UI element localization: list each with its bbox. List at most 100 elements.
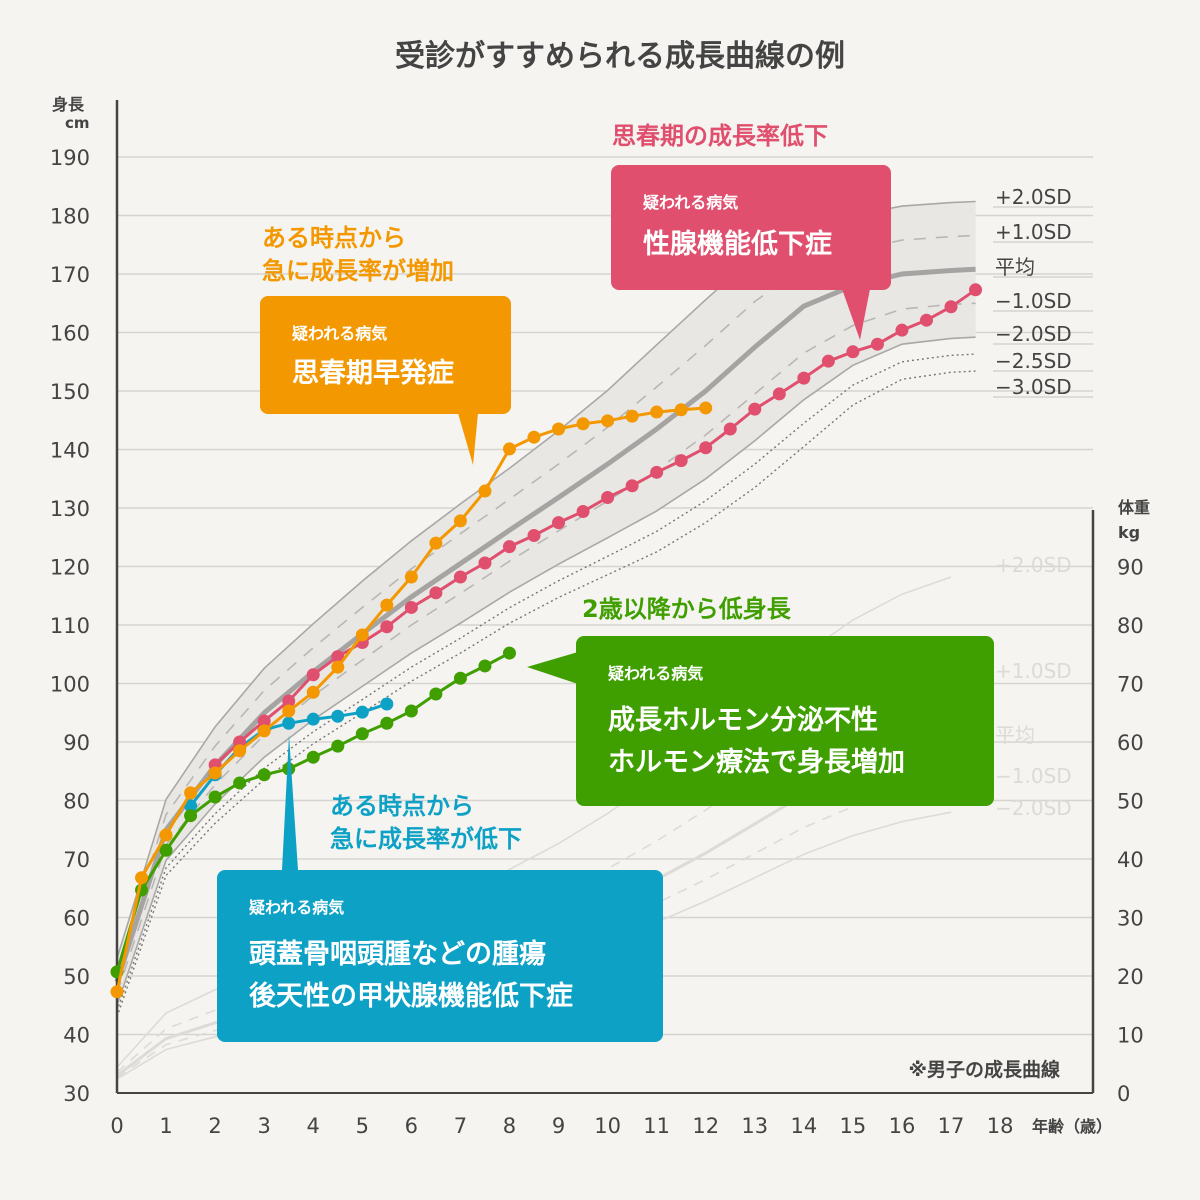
data-point bbox=[331, 650, 345, 664]
data-point bbox=[625, 479, 639, 493]
callout-label: 疑われる病気 bbox=[292, 324, 387, 343]
y-tick-label: 160 bbox=[50, 322, 90, 346]
callout-tail bbox=[458, 413, 478, 465]
x-tick-label: 10 bbox=[594, 1114, 621, 1138]
data-series bbox=[110, 283, 983, 999]
data-point bbox=[502, 442, 516, 456]
data-point bbox=[453, 570, 467, 584]
data-point bbox=[453, 671, 467, 685]
y2-tick-label: 90 bbox=[1117, 556, 1144, 580]
y2-axis-unit: kg bbox=[1118, 523, 1140, 542]
data-point bbox=[821, 354, 835, 368]
data-point bbox=[478, 659, 492, 673]
data-point bbox=[797, 371, 811, 385]
y-tick-label: 30 bbox=[63, 1082, 90, 1106]
callout-tail bbox=[527, 652, 578, 684]
data-point bbox=[404, 570, 418, 584]
data-point bbox=[429, 536, 443, 550]
x-tick-label: 15 bbox=[840, 1114, 867, 1138]
data-point bbox=[748, 402, 762, 416]
x-tick-label: 18 bbox=[987, 1114, 1014, 1138]
data-point bbox=[159, 843, 173, 857]
data-point bbox=[257, 768, 271, 782]
y2-tick-label: 50 bbox=[1117, 790, 1144, 814]
data-point bbox=[478, 556, 492, 570]
callout-disease: 成長ホルモン分泌不性 bbox=[608, 705, 878, 736]
weight-sd-label: 平均 bbox=[995, 723, 1035, 747]
y-axis-label: 身長 bbox=[52, 95, 85, 114]
data-point bbox=[478, 484, 492, 498]
annotation-heading: ある時点から bbox=[330, 792, 474, 820]
data-point bbox=[772, 387, 786, 401]
x-tick-label: 7 bbox=[454, 1114, 467, 1138]
callout-box bbox=[217, 870, 663, 1042]
callouts: ある時点から急に成長率が増加疑われる病気思春期早発症思春期の成長率低下疑われる病… bbox=[217, 122, 994, 1042]
data-point bbox=[502, 646, 516, 660]
height-sd-label: +2.0SD bbox=[995, 185, 1072, 209]
data-point bbox=[208, 790, 222, 804]
weight-sd-label: +2.0SD bbox=[995, 553, 1072, 577]
x-tick-label: 13 bbox=[741, 1114, 768, 1138]
data-point bbox=[110, 985, 124, 999]
y-tick-label: 60 bbox=[63, 907, 90, 931]
data-point bbox=[969, 283, 983, 297]
data-point bbox=[282, 694, 296, 708]
data-point bbox=[380, 716, 394, 730]
data-point bbox=[846, 345, 860, 359]
sd-band bbox=[117, 201, 976, 1006]
data-point bbox=[331, 709, 345, 723]
height-curve bbox=[116, 302, 976, 994]
y-tick-label: 130 bbox=[50, 497, 90, 521]
chart-note: ※男子の成長曲線 bbox=[909, 1058, 1060, 1081]
callout-disease: 後天性の甲状腺機能低下症 bbox=[249, 980, 573, 1012]
callout-label: 疑われる病気 bbox=[608, 664, 703, 683]
data-point bbox=[380, 697, 394, 711]
data-point bbox=[282, 704, 296, 718]
data-point bbox=[552, 516, 566, 530]
callout-tail bbox=[282, 735, 298, 870]
callout-disease: ホルモン療法で身長増加 bbox=[608, 746, 905, 778]
data-point bbox=[159, 828, 173, 842]
callout-disease: 頭蓋骨咽頭腫などの腫瘍 bbox=[249, 938, 546, 970]
axes: 3040506070809010011012013014015016017018… bbox=[50, 95, 1150, 1138]
data-point bbox=[380, 620, 394, 634]
data-point bbox=[895, 323, 909, 337]
data-point bbox=[723, 422, 737, 436]
callout-box bbox=[576, 636, 994, 806]
y-tick-label: 70 bbox=[63, 848, 90, 872]
data-point bbox=[135, 871, 149, 885]
annotation-heading: 急に成長率が低下 bbox=[330, 825, 522, 853]
x-tick-label: 5 bbox=[356, 1114, 369, 1138]
data-point bbox=[380, 598, 394, 612]
data-point bbox=[257, 714, 271, 728]
data-point bbox=[233, 776, 247, 790]
height-sd-label: −2.5SD bbox=[995, 349, 1072, 373]
annotation-heading: 急に成長率が増加 bbox=[262, 257, 454, 285]
data-point bbox=[453, 514, 467, 528]
data-point bbox=[184, 809, 198, 823]
y-tick-label: 80 bbox=[63, 790, 90, 814]
data-point bbox=[552, 422, 566, 436]
y2-tick-label: 80 bbox=[1117, 614, 1144, 638]
data-point bbox=[282, 716, 296, 730]
x-tick-label: 17 bbox=[938, 1114, 965, 1138]
data-point bbox=[306, 668, 320, 682]
x-tick-label: 0 bbox=[110, 1114, 123, 1138]
data-point bbox=[699, 401, 713, 415]
annotation-heading: 思春期の成長率低下 bbox=[612, 122, 828, 150]
callout-disease: 思春期早発症 bbox=[292, 358, 454, 389]
y2-tick-label: 70 bbox=[1117, 673, 1144, 697]
data-point bbox=[674, 403, 688, 417]
y2-tick-label: 0 bbox=[1117, 1082, 1130, 1106]
height-sd-label: −1.0SD bbox=[995, 289, 1072, 313]
data-point bbox=[674, 454, 688, 468]
y2-tick-label: 30 bbox=[1117, 907, 1144, 931]
x-tick-label: 8 bbox=[503, 1114, 516, 1138]
y-tick-label: 180 bbox=[50, 205, 90, 229]
data-point bbox=[331, 660, 345, 674]
y-tick-label: 140 bbox=[50, 439, 90, 463]
y-axis-unit: cm bbox=[65, 114, 90, 132]
data-point bbox=[527, 528, 541, 542]
data-point bbox=[404, 704, 418, 718]
data-point bbox=[306, 750, 320, 764]
